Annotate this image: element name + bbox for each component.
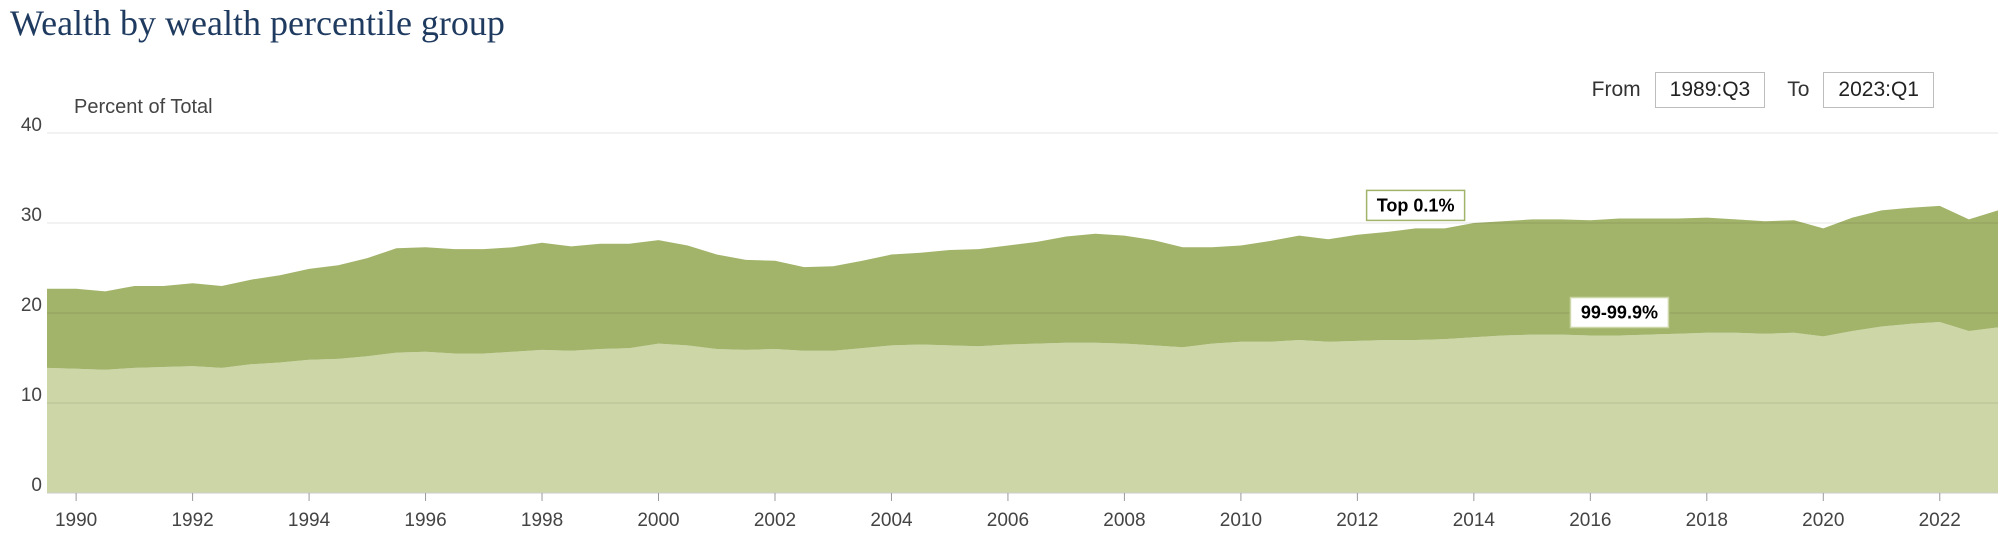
series-label-top-0-1: Top 0.1% bbox=[1365, 189, 1466, 222]
y-tick-label: 30 bbox=[21, 205, 42, 226]
to-label: To bbox=[1787, 78, 1810, 101]
y-tick-label: 20 bbox=[21, 295, 42, 316]
series-area-top-0-1[interactable] bbox=[47, 205, 1998, 370]
x-tick-label: 2012 bbox=[1336, 510, 1378, 531]
y-axis-label: Percent of Total bbox=[74, 96, 213, 118]
x-tick-label: 2014 bbox=[1453, 510, 1496, 531]
x-tick-label: 2008 bbox=[1103, 510, 1145, 531]
series-label-box bbox=[1569, 296, 1670, 329]
x-tick-label: 2002 bbox=[754, 510, 796, 531]
date-range-selector: From 1989:Q3 To 2023:Q1 bbox=[1592, 72, 1934, 108]
series-label-99-99-9: 99-99.9% bbox=[1569, 296, 1670, 329]
x-tick-label: 1992 bbox=[171, 510, 213, 531]
x-tick-label: 1996 bbox=[404, 510, 446, 531]
x-tick-label: 2020 bbox=[1802, 510, 1844, 531]
x-tick-label: 1994 bbox=[288, 510, 331, 531]
x-tick-label: 2022 bbox=[1919, 510, 1961, 531]
x-tick-label: 2010 bbox=[1220, 510, 1262, 531]
x-tick-label: 2006 bbox=[987, 510, 1029, 531]
y-tick-label: 10 bbox=[21, 385, 42, 406]
page-title: Wealth by wealth percentile group bbox=[10, 3, 505, 43]
series-area-99-99-9[interactable] bbox=[47, 322, 1998, 493]
x-tick-label: 2018 bbox=[1686, 510, 1728, 531]
y-tick-label: 40 bbox=[21, 115, 42, 136]
from-date-input[interactable]: 1989:Q3 bbox=[1654, 72, 1766, 108]
series-label-box bbox=[1365, 189, 1466, 222]
y-tick-label: 0 bbox=[31, 475, 42, 496]
x-tick-label: 1990 bbox=[55, 510, 97, 531]
series-label-text: Top 0.1% bbox=[1377, 195, 1455, 215]
from-label: From bbox=[1591, 78, 1641, 101]
x-tick-label: 2004 bbox=[870, 510, 913, 531]
x-tick-label: 2000 bbox=[637, 510, 679, 531]
x-tick-label: 2016 bbox=[1569, 510, 1611, 531]
to-date-input[interactable]: 2023:Q1 bbox=[1823, 72, 1934, 108]
series-label-text: 99-99.9% bbox=[1581, 303, 1658, 323]
x-tick-label: 1998 bbox=[521, 510, 563, 531]
